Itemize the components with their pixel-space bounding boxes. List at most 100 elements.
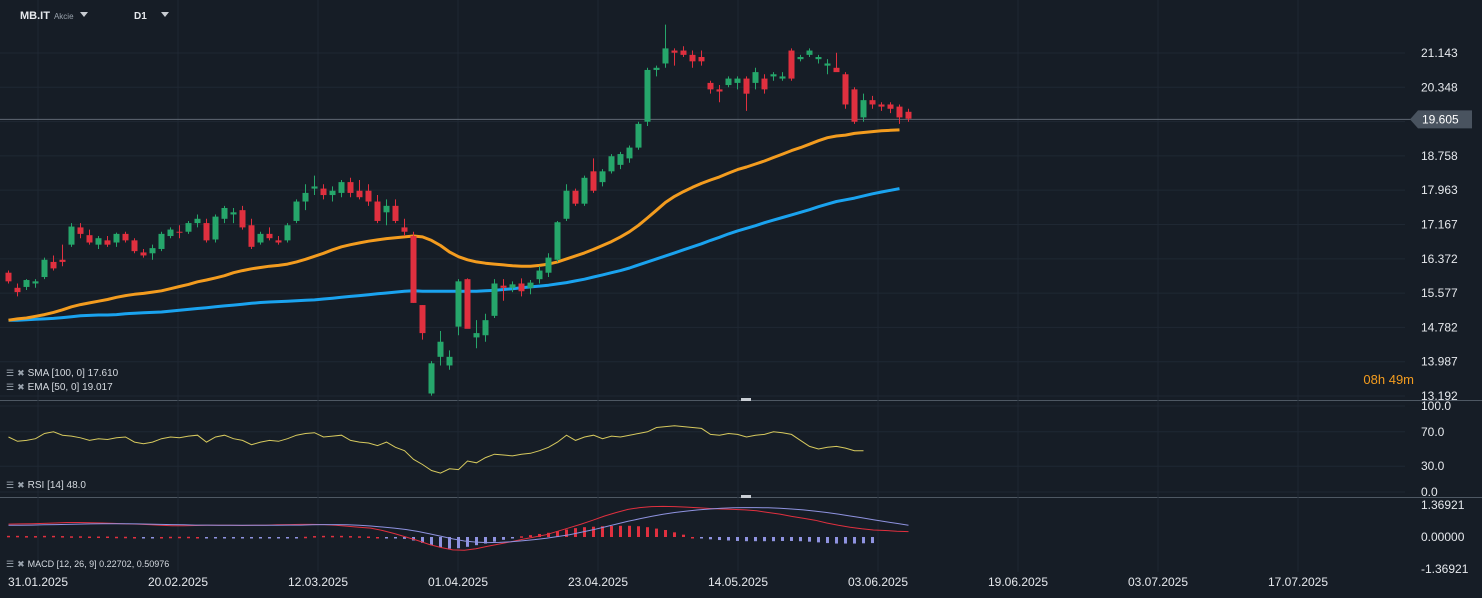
candle <box>203 218 210 243</box>
chevron-down-icon[interactable] <box>79 12 88 17</box>
macd-histogram-bar <box>727 537 730 541</box>
candle-body <box>878 104 885 107</box>
candle <box>41 257 48 280</box>
candle <box>554 220 561 262</box>
macd-histogram-bar <box>358 536 361 538</box>
macd-histogram-bar <box>196 537 199 539</box>
macd-histogram-bar <box>124 536 127 539</box>
macd-histogram-bar <box>421 537 424 543</box>
candle-body <box>599 171 606 183</box>
close-icon[interactable]: ✖ <box>17 559 25 569</box>
macd-histogram-bar <box>799 537 802 542</box>
settings-icon[interactable]: ☰ <box>6 480 15 490</box>
candle-body <box>689 54 696 62</box>
chevron-down-icon[interactable] <box>160 12 169 17</box>
candle-body <box>671 50 678 53</box>
macd-histogram-bar <box>709 537 712 540</box>
candle-body <box>662 48 669 64</box>
candle-body <box>617 154 624 165</box>
macd-histogram-bar <box>277 537 280 539</box>
price-tick-label: 17.167 <box>1421 218 1458 232</box>
close-icon[interactable]: ✖ <box>17 480 25 490</box>
candle-body <box>122 233 129 241</box>
macd-histogram-bar <box>250 537 253 539</box>
symbol-selector[interactable]: MB.IT Akcie <box>20 10 88 22</box>
candle-body <box>41 259 48 278</box>
settings-icon[interactable]: ☰ <box>6 368 15 378</box>
candle-body <box>860 100 867 118</box>
macd-histogram-bar <box>808 537 811 542</box>
candle <box>383 199 390 226</box>
candle-body <box>437 341 444 357</box>
candle-timer: 08h 49m <box>1363 372 1414 387</box>
macd-histogram-bar <box>565 529 568 537</box>
candle-body <box>896 106 903 118</box>
macd-legend[interactable]: ☰ ✖ MACD [12, 26, 9] 0.22702, 0.50976 <box>6 559 169 570</box>
macd-histogram-bar <box>367 536 370 539</box>
candle <box>491 279 498 319</box>
date-tick-label: 20.02.2025 <box>148 575 208 589</box>
macd-histogram-bar <box>448 537 451 549</box>
macd-histogram-bar <box>871 537 874 544</box>
candle <box>275 236 282 245</box>
close-icon[interactable]: ✖ <box>17 368 25 378</box>
candle <box>464 278 471 329</box>
candle-body <box>527 282 534 288</box>
candle <box>851 87 858 124</box>
timeframe-selector[interactable]: D1 <box>134 10 169 22</box>
macd-histogram-bar <box>538 533 541 537</box>
candle <box>455 279 462 336</box>
candle-body <box>419 305 426 334</box>
settings-icon[interactable]: ☰ <box>6 382 15 392</box>
candle <box>176 225 183 239</box>
candle <box>5 270 12 284</box>
candle-body <box>230 212 237 215</box>
date-tick-label: 03.06.2025 <box>848 575 908 589</box>
candle-body <box>815 57 822 60</box>
candle <box>140 248 147 258</box>
candle-body <box>113 233 120 243</box>
candle <box>806 48 813 58</box>
macd-histogram-bar <box>790 537 793 541</box>
rsi-legend[interactable]: ☰ ✖ RSI [14] 48.0 <box>6 480 86 491</box>
price-tick-label: 21.143 <box>1421 46 1458 60</box>
macd-histogram-bar <box>7 535 10 538</box>
candle <box>743 76 750 111</box>
sma-legend[interactable]: ☰ ✖ SMA [100, 0] 17.610 <box>6 368 118 379</box>
close-icon[interactable]: ✖ <box>17 382 25 392</box>
candle <box>797 54 804 62</box>
ema-legend[interactable]: ☰ ✖ EMA [50, 0] 19.017 <box>6 382 113 393</box>
macd-histogram-bar <box>187 536 190 539</box>
candle <box>590 158 597 193</box>
candle-body <box>329 190 336 196</box>
date-tick-label: 31.01.2025 <box>8 575 68 589</box>
date-tick-label: 23.04.2025 <box>568 575 628 589</box>
date-tick-label: 03.07.2025 <box>1128 575 1188 589</box>
candle <box>536 266 543 284</box>
candle-body <box>338 182 345 193</box>
candle-body <box>95 238 102 245</box>
macd-histogram-bar <box>394 537 397 539</box>
candle <box>788 48 795 81</box>
candle <box>185 220 192 234</box>
macd-histogram-bar <box>403 537 406 539</box>
macd-tick-label: 1.36921 <box>1421 498 1465 512</box>
candle <box>131 238 138 254</box>
macd-histogram-bar <box>133 537 136 539</box>
candle <box>770 72 777 81</box>
candle-body <box>374 201 381 221</box>
candle-body <box>221 207 228 219</box>
macd-histogram-bar <box>772 537 775 542</box>
candle-body <box>572 190 579 204</box>
candle <box>869 95 876 109</box>
macd-histogram-bar <box>223 537 226 539</box>
candle <box>149 244 156 260</box>
candle-body <box>347 182 354 193</box>
candle <box>680 46 687 58</box>
candle-body <box>608 156 615 172</box>
settings-icon[interactable]: ☰ <box>6 559 15 569</box>
macd-histogram-bar <box>502 537 505 540</box>
candle-body <box>464 279 471 329</box>
macd-histogram-bar <box>511 537 514 539</box>
